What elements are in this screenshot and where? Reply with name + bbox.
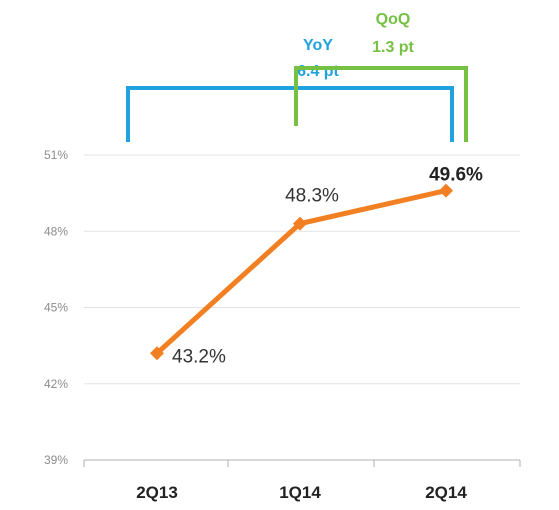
annotation-label: YoY (303, 37, 333, 54)
annotation-label: QoQ (376, 11, 411, 28)
data-label: 43.2% (172, 346, 226, 367)
data-labels: 43.2% 48.3% 49.6% (172, 165, 483, 368)
y-tick-label: 51% (44, 148, 68, 162)
x-tick-label: 1Q14 (279, 483, 321, 502)
gridlines (84, 154, 520, 385)
y-tick-label: 39% (44, 453, 68, 467)
annotation-value: 6.4 pt (297, 63, 339, 80)
y-tick-label: 42% (44, 377, 68, 391)
data-points (150, 183, 453, 361)
x-tick-label: 2Q13 (136, 483, 178, 502)
data-label: 48.3% (285, 186, 339, 207)
x-tick-label: 2Q14 (425, 483, 467, 502)
data-point-marker (150, 346, 164, 361)
change-annotations: YoY 6.4 pt QoQ 1.3 pt (126, 11, 468, 142)
data-point-marker (439, 183, 453, 198)
annotation-value: 1.3 pt (372, 39, 414, 56)
bracket-yoy (126, 86, 454, 142)
y-axis-ticks: 39% 42% 45% 48% 51% (44, 148, 68, 467)
data-label: 49.6% (429, 165, 483, 186)
bracket-qoq (294, 66, 468, 142)
y-tick-label: 45% (44, 301, 68, 315)
series-path (155, 188, 447, 356)
x-axis: 2Q13 1Q14 2Q14 (83, 460, 521, 502)
y-tick-label: 48% (44, 224, 68, 238)
data-point-marker (293, 216, 307, 231)
series-line (155, 188, 447, 356)
